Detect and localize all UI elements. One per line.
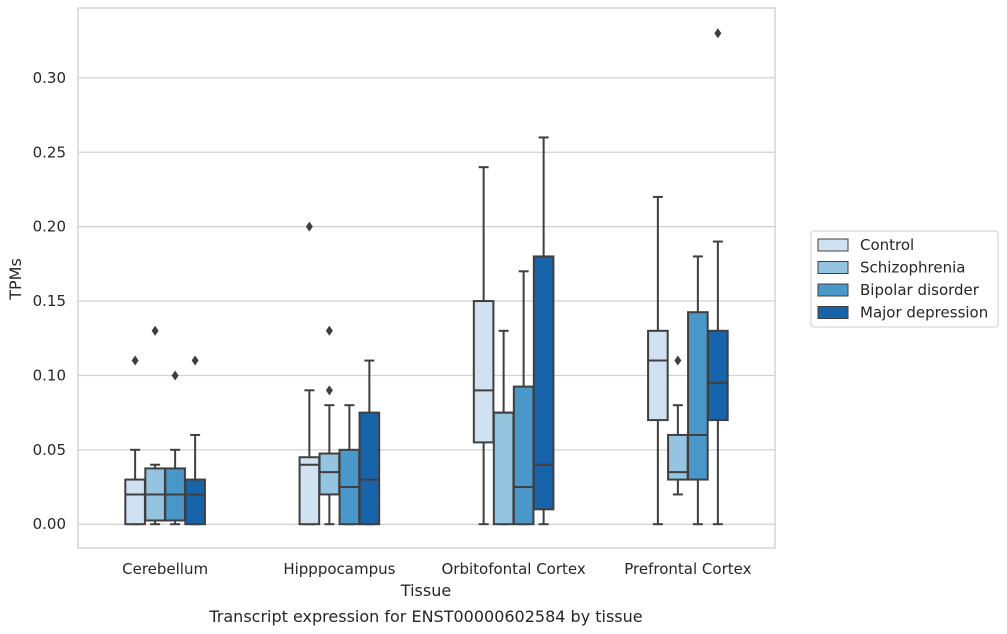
box-body	[707, 329, 729, 422]
plot-frame	[77, 7, 776, 549]
legend-swatch	[817, 261, 849, 274]
outlier-point	[325, 325, 333, 336]
boxes-layer	[124, 28, 729, 526]
y-tick-label: 0.05	[33, 441, 66, 459]
box-body	[124, 478, 146, 526]
box-control	[298, 221, 321, 526]
box-major-depression	[358, 359, 381, 526]
box-control	[647, 195, 669, 526]
box-control	[124, 355, 146, 526]
box-body	[687, 311, 709, 481]
y-axis-label: TPMs	[6, 258, 25, 301]
box-body	[184, 478, 206, 526]
legend-label: Control	[860, 236, 914, 254]
y-tick-label: 0.30	[33, 69, 66, 87]
outlier-point	[674, 355, 682, 366]
box-major-depression	[532, 136, 555, 526]
box-body	[298, 456, 321, 526]
box-bipolar-disorder	[338, 404, 361, 526]
y-tick-label: 0.00	[33, 515, 66, 533]
x-axis-ticks: Cerebellum Hipppocampus Orbitofontal Corte…	[122, 560, 751, 578]
legend-frame	[810, 230, 999, 328]
box-major-depression	[184, 355, 206, 526]
x-tick-label: Prefrontal Cortex	[624, 560, 751, 578]
box-body	[512, 385, 535, 526]
outlier-point	[305, 221, 313, 232]
outlier-point	[191, 355, 199, 366]
outlier-point	[151, 325, 159, 336]
legend-swatch	[817, 238, 849, 252]
x-axis-label: Tissue	[400, 581, 451, 600]
box-bipolar-disorder	[164, 370, 186, 526]
figure-caption: Transcript expression for ENST0000060258…	[208, 607, 642, 626]
box-body	[492, 411, 515, 526]
outlier-point	[171, 370, 179, 381]
legend-label: Bipolar disorder	[860, 281, 980, 299]
box-body	[358, 411, 381, 526]
y-tick-label: 0.25	[33, 143, 66, 161]
outlier-point	[131, 355, 139, 366]
legend-label: Major depression	[860, 304, 988, 322]
box-major-depression	[707, 28, 729, 526]
legend-swatch	[817, 283, 849, 297]
box-schizophrenia	[492, 329, 515, 526]
box-schizophrenia	[318, 325, 341, 526]
box-body	[472, 300, 495, 444]
y-axis-ticks: 0.00 0.05 0.10 0.15 0.20 0.25 0.30	[33, 69, 66, 533]
x-tick-label: Cerebellum	[122, 560, 208, 578]
outlier-point	[325, 385, 333, 396]
y-tick-label: 0.10	[33, 366, 66, 384]
x-tick-label: Orbitofontal Cortex	[442, 560, 586, 578]
y-tick-label: 0.15	[33, 292, 66, 310]
box-schizophrenia	[667, 355, 689, 496]
box-body	[647, 329, 669, 422]
box-control	[472, 166, 495, 526]
box-body	[318, 452, 341, 496]
y-tick-label: 0.20	[33, 218, 66, 236]
box-body	[532, 255, 555, 511]
legend: Control Schizophrenia Bipolar disorder Majo…	[810, 230, 999, 328]
outlier-point	[714, 28, 722, 39]
legend-label: Schizophrenia	[860, 259, 965, 277]
x-tick-label: Hipppocampus	[283, 560, 395, 578]
legend-swatch	[817, 306, 849, 319]
